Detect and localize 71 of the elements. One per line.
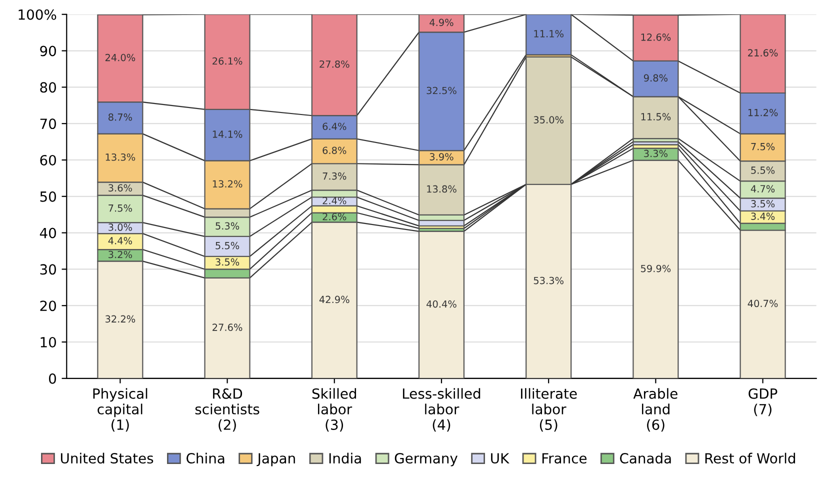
- legend-label: China: [186, 452, 224, 464]
- data-label: 3.5%: [216, 258, 240, 266]
- y-tick-label: 30: [40, 264, 56, 275]
- data-label: 3.6%: [108, 184, 132, 192]
- data-label: 40.4%: [426, 300, 456, 308]
- data-label: 3.0%: [108, 224, 132, 231]
- data-label: 3.5%: [751, 200, 775, 208]
- data-label: 3.4%: [751, 212, 775, 220]
- data-label: 4.7%: [750, 185, 775, 192]
- data-label: 6.8%: [322, 146, 346, 154]
- data-label: 5.5%: [751, 166, 775, 174]
- data-label: 21.6%: [748, 49, 778, 57]
- y-tick-label: 70: [40, 118, 56, 130]
- legend-label: India: [329, 452, 361, 464]
- data-label: 13.3%: [106, 153, 136, 161]
- data-label: 53.3%: [534, 276, 564, 284]
- legend-label: Canada: [620, 452, 671, 464]
- y-tick-label: 90: [40, 46, 56, 56]
- data-label: 32.2%: [105, 315, 136, 323]
- data-label: 26.1%: [212, 57, 242, 65]
- legend-label: France: [542, 453, 587, 464]
- x-tick-label: Skilled labor (3): [312, 388, 356, 432]
- data-label: 32.5%: [426, 86, 456, 94]
- data-label: 59.9%: [641, 264, 671, 272]
- data-label: 42.9%: [319, 296, 350, 304]
- data-label: 4.9%: [430, 18, 454, 26]
- data-label: 11.1%: [534, 30, 564, 38]
- data-label: 14.1%: [212, 130, 242, 138]
- data-label: 2.6%: [322, 212, 346, 220]
- data-label: 40.7%: [748, 300, 778, 308]
- legend-label: Germany: [394, 453, 458, 466]
- data-label: 24.0%: [105, 54, 136, 62]
- y-tick-label: 50: [40, 191, 56, 202]
- data-label: 7.3%: [322, 172, 346, 180]
- data-label: 3.3%: [644, 150, 668, 158]
- data-label: 8.7%: [108, 113, 132, 121]
- data-label: 3.9%: [430, 153, 454, 160]
- data-label: 27.8%: [320, 60, 350, 68]
- data-label: 5.3%: [216, 222, 240, 230]
- y-tick-label: 60: [40, 154, 56, 166]
- x-tick-label: Physical capital (1): [93, 388, 148, 432]
- data-label: 12.6%: [641, 34, 671, 41]
- y-tick-label: 100%: [18, 9, 56, 20]
- data-label: 9.8%: [644, 74, 668, 82]
- data-label: 13.2%: [212, 180, 242, 188]
- x-tick-label: Illiterate labor (5): [521, 388, 577, 432]
- data-label: 3.2%: [108, 250, 132, 258]
- data-label: 2.4%: [322, 196, 346, 204]
- data-label: 7.5%: [751, 142, 775, 150]
- y-tick-label: 0: [48, 373, 56, 384]
- x-tick-label: Less-skilled labor (4): [402, 388, 480, 432]
- y-tick-label: 20: [40, 300, 56, 312]
- x-tick-label: R&D scientists (2): [195, 388, 260, 432]
- y-tick-label: 10: [40, 336, 56, 348]
- x-tick-label: GDP (7): [748, 388, 778, 416]
- x-tick-label: Arable land (6): [633, 388, 678, 432]
- legend-label: Japan: [256, 453, 295, 466]
- y-tick-label: 80: [40, 82, 56, 93]
- data-label: 13.8%: [427, 185, 456, 193]
- legend-label: United States: [60, 452, 154, 464]
- data-label: 11.5%: [641, 113, 671, 120]
- data-label: 11.2%: [748, 108, 778, 116]
- legend-label: Rest of World: [705, 452, 796, 464]
- data-label: 27.6%: [212, 324, 242, 331]
- legend-label: UK: [491, 453, 510, 464]
- data-label: 6.4%: [322, 122, 346, 130]
- data-label: 4.4%: [108, 237, 132, 244]
- data-label: 35.0%: [534, 116, 564, 124]
- data-label: 7.5%: [108, 204, 132, 212]
- data-label: 5.5%: [216, 242, 240, 250]
- y-tick-label: 40: [40, 228, 56, 238]
